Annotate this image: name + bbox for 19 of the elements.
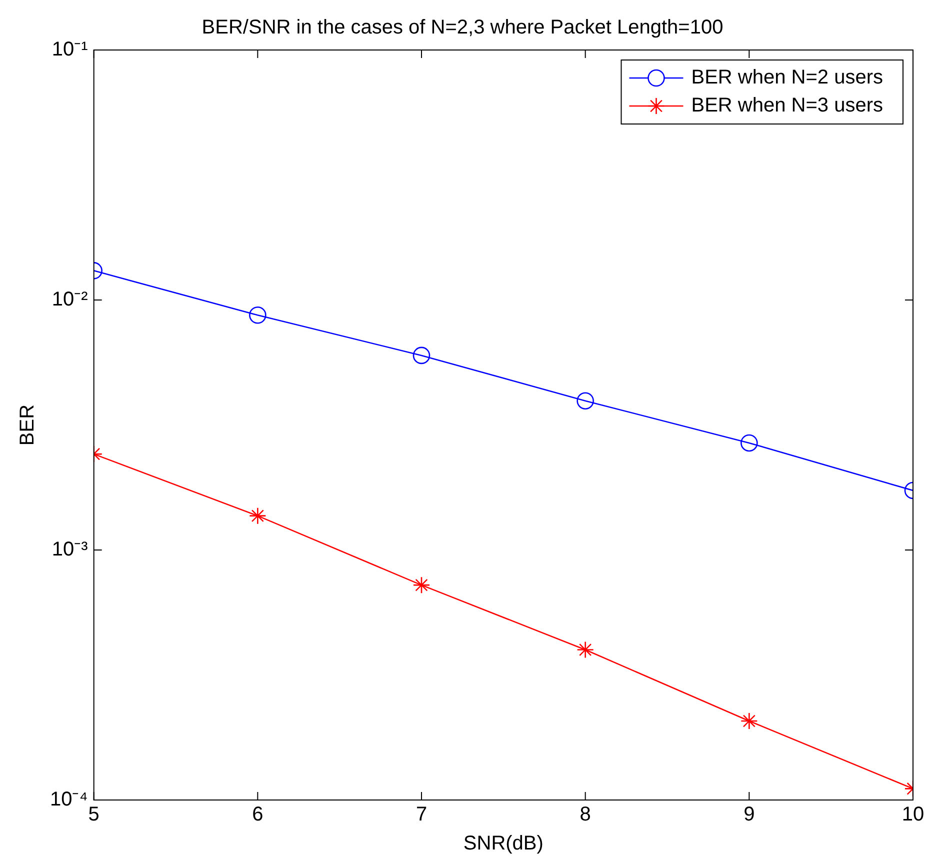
point bbox=[412, 576, 430, 594]
point bbox=[576, 392, 594, 410]
x-axis-title: SNR(dB) bbox=[463, 832, 544, 855]
point bbox=[412, 346, 430, 364]
legend-label: BER when N=3 users bbox=[691, 94, 884, 117]
x-tick-label: 9 bbox=[744, 804, 755, 826]
y-tick-label: 10⁻³ bbox=[52, 538, 88, 561]
x-tick-label: 10 bbox=[902, 804, 924, 826]
x-tick-label: 7 bbox=[416, 804, 428, 826]
y-axis-title: BER bbox=[16, 404, 39, 446]
x-tick-label: 5 bbox=[88, 804, 100, 826]
chart-title: BER/SNR in the cases of N=2,3 where Packet Length=100 bbox=[202, 16, 724, 39]
y-tick-label: 10⁻⁴ bbox=[50, 788, 88, 811]
y-tick-label: 10⁻² bbox=[52, 288, 88, 311]
point bbox=[576, 641, 594, 658]
legend-label: BER when N=2 users bbox=[691, 66, 884, 89]
x-tick-label: 8 bbox=[580, 804, 591, 826]
y-tick-label: 10⁻¹ bbox=[52, 38, 88, 61]
x-tick-label: 6 bbox=[252, 804, 264, 826]
